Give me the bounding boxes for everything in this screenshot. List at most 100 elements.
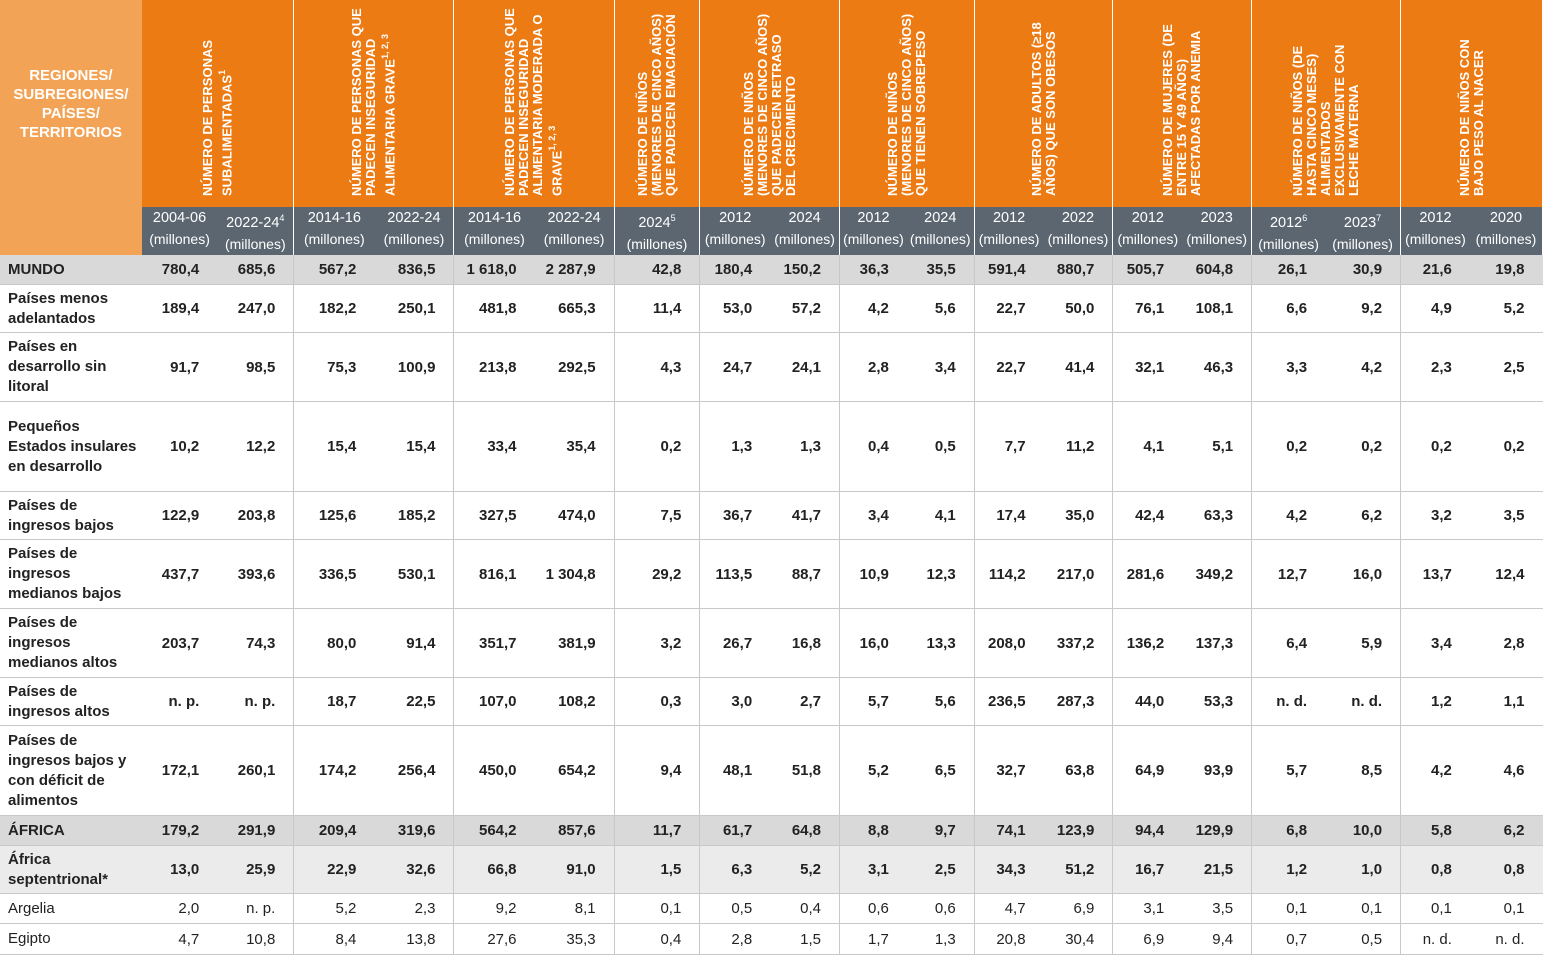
table-cell: 5,7 (839, 677, 907, 727)
table-cell: 0,1 (614, 893, 701, 925)
table-cell: 2 287,9 (534, 254, 615, 286)
table-cell: 74,1 (974, 815, 1044, 847)
table-cell: 816,1 (453, 539, 535, 610)
column-year-header: 2022-24 (millones) (534, 207, 615, 255)
corner-label: REGIONES/ SUBREGIONES/ PAÍSES/ TERRITORI… (13, 66, 129, 141)
table-cell: 16,0 (839, 608, 907, 679)
table-cell: 0,2 (1325, 401, 1402, 493)
table-cell: 665,3 (534, 284, 615, 334)
column-group-header: NÚMERO DE NIÑOS (MENORES DE CINCO AÑOS) … (614, 0, 701, 207)
table-cell: 13,7 (1400, 539, 1470, 610)
table-cell: 150,2 (770, 254, 841, 286)
table-cell: 9,4 (1182, 923, 1253, 955)
column-group-header: NÚMERO DE NIÑOS (DE HASTA CINCO MESES) A… (1251, 0, 1402, 207)
table-cell: 3,4 (839, 491, 907, 541)
table-cell: 1 618,0 (453, 254, 535, 286)
table-cell: 685,6 (217, 254, 295, 286)
table-cell: 53,0 (699, 284, 771, 334)
row-label: Países en desarrollo sin litoral (0, 332, 142, 403)
table-cell: 94,4 (1112, 815, 1183, 847)
table-cell: 2,8 (839, 332, 907, 403)
table-cell: 256,4 (374, 725, 455, 817)
table-cell: 13,8 (374, 923, 455, 955)
table-cell: 46,3 (1182, 332, 1253, 403)
table-cell: 35,5 (906, 254, 975, 286)
table-cell: 0,2 (1251, 401, 1326, 493)
table-cell: 10,2 (141, 401, 218, 493)
table-cell: 48,1 (699, 725, 771, 817)
table-cell: 12,2 (217, 401, 295, 493)
table-cell: 185,2 (374, 491, 455, 541)
column-year-header: 2022-244 (millones) (217, 207, 295, 255)
table-cell: 6,8 (1251, 815, 1326, 847)
table-cell: 35,3 (534, 923, 615, 955)
table-cell: 189,4 (141, 284, 218, 334)
table-cell: 6,2 (1325, 491, 1402, 541)
table-cell: 2,8 (1469, 608, 1543, 679)
column-group-header: NÚMERO DE NIÑOS (MENORES DE CINCO AÑOS) … (699, 0, 841, 207)
table-cell: 0,4 (614, 923, 701, 955)
table-cell: 12,4 (1469, 539, 1543, 610)
table-cell: 50,0 (1043, 284, 1114, 334)
table-cell: 0,1 (1251, 893, 1326, 925)
table-cell: 292,5 (534, 332, 615, 403)
table-cell: 2,0 (141, 893, 218, 925)
column-group-header: NÚMERO DE ADULTOS (≥18 AÑOS) QUE SON OBE… (974, 0, 1114, 207)
table-cell: 5,2 (1469, 284, 1543, 334)
table-cell: 6,2 (1469, 815, 1543, 847)
table-cell: 250,1 (374, 284, 455, 334)
row-label: África septentrional* (0, 845, 142, 895)
table-cell: 74,3 (217, 608, 295, 679)
table-cell: 136,2 (1112, 608, 1183, 679)
column-year-header: 2024 (millones) (770, 207, 841, 255)
table-cell: 0,3 (614, 677, 701, 727)
table-cell: 337,2 (1043, 608, 1114, 679)
column-year-header: 2012 (millones) (1112, 207, 1183, 255)
table-cell: 8,4 (293, 923, 375, 955)
table-cell: 4,2 (1251, 491, 1326, 541)
row-label: Países de ingresos medianos bajos (0, 539, 142, 610)
table-cell: 349,2 (1182, 539, 1253, 610)
table-cell: 351,7 (453, 608, 535, 679)
table-cell: 236,5 (974, 677, 1044, 727)
table-cell: n. d. (1400, 923, 1470, 955)
table-cell: 336,5 (293, 539, 375, 610)
table-cell: 6,4 (1251, 608, 1326, 679)
table-cell: 9,2 (1325, 284, 1402, 334)
table-cell: 3,2 (614, 608, 701, 679)
table-cell: 2,5 (906, 845, 975, 895)
table-cell: 64,8 (770, 815, 841, 847)
table-cell: 29,2 (614, 539, 701, 610)
table-cell: 381,9 (534, 608, 615, 679)
table-cell: 291,9 (217, 815, 295, 847)
table-cell: 1,7 (839, 923, 907, 955)
table-cell: 0,1 (1325, 893, 1402, 925)
column-group-title: NÚMERO DE NIÑOS (MENORES DE CINCO AÑOS) … (884, 13, 928, 196)
column-group-title: NÚMERO DE NIÑOS CON BAJO PESO AL NACER (1456, 39, 1486, 196)
table-cell: 209,4 (293, 815, 375, 847)
table-cell: 0,2 (1469, 401, 1543, 493)
table-cell: 24,7 (699, 332, 771, 403)
column-group-title: NÚMERO DE PERSONAS SUBALIMENTADAS1 (199, 39, 235, 196)
table-cell: 319,6 (374, 815, 455, 847)
table-cell: n. p. (217, 893, 295, 925)
table-cell: 27,6 (453, 923, 535, 955)
column-year-header: 20237 (millones) (1325, 207, 1402, 255)
table-cell: 11,7 (614, 815, 701, 847)
table-cell: 4,1 (906, 491, 975, 541)
table-cell: 32,7 (974, 725, 1044, 817)
table-cell: 2,3 (1400, 332, 1470, 403)
table-cell: 0,6 (839, 893, 907, 925)
table-cell: 1 304,8 (534, 539, 615, 610)
table-cell: 8,8 (839, 815, 907, 847)
table-cell: 481,8 (453, 284, 535, 334)
table-cell: 16,7 (1112, 845, 1183, 895)
table-cell: 114,2 (974, 539, 1044, 610)
table-cell: 10,9 (839, 539, 907, 610)
table-cell: 22,5 (374, 677, 455, 727)
row-label: Egipto (0, 923, 142, 955)
table-cell: 1,3 (770, 401, 841, 493)
table-cell: 857,6 (534, 815, 615, 847)
column-group-header: NÚMERO DE MUJERES (DE ENTRE 15 Y 49 AÑOS… (1112, 0, 1253, 207)
table-cell: 12,7 (1251, 539, 1326, 610)
